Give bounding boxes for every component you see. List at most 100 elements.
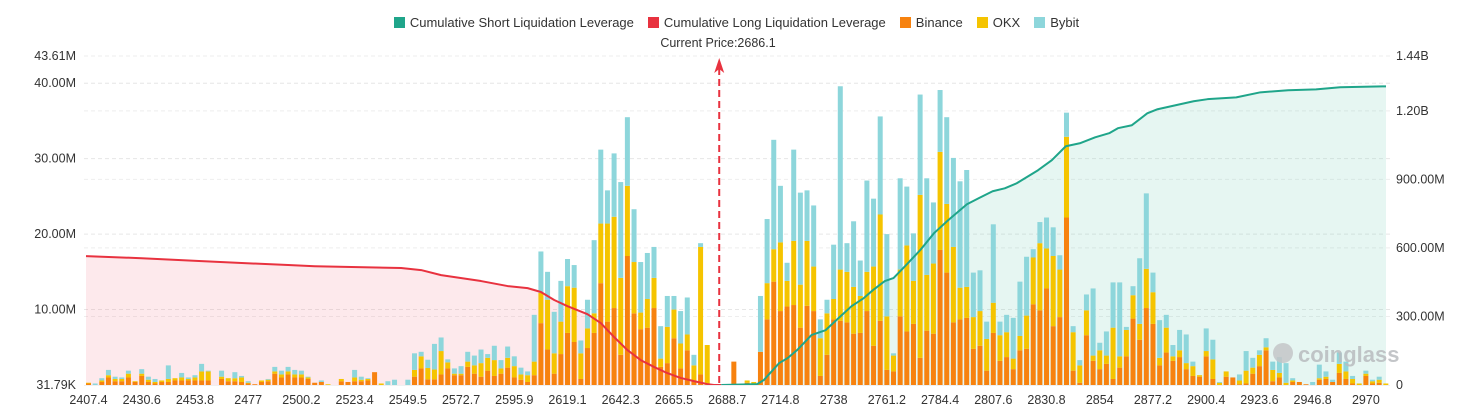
bar-okx [871, 266, 877, 346]
bar-binance [884, 369, 890, 385]
bar-okx [578, 353, 584, 379]
bar-bybit [871, 198, 877, 267]
bar-bybit [831, 244, 837, 299]
bar-okx [225, 378, 231, 382]
bar-bybit [1097, 342, 1103, 351]
bar-okx [1336, 363, 1342, 373]
bar-binance [1363, 375, 1369, 385]
bar-binance [1090, 360, 1096, 385]
legend-label: Cumulative Long Liquidation Leverage [663, 15, 886, 30]
y-right-tick-label: 900.00M [1396, 172, 1445, 186]
bar-okx [1183, 363, 1189, 370]
bar-binance [1117, 367, 1123, 385]
bar-okx [378, 383, 384, 385]
bar-bybit [1250, 357, 1256, 368]
bar-bybit [1203, 328, 1209, 352]
bar-bybit [352, 369, 358, 378]
bar-binance [125, 377, 131, 385]
bar-bybit [1004, 314, 1010, 333]
bar-stack [132, 381, 138, 385]
legend-item-long-cumulative[interactable]: Cumulative Long Liquidation Leverage [647, 15, 886, 30]
legend-item-short-cumulative[interactable]: Cumulative Short Liquidation Leverage [393, 15, 634, 30]
bar-stack [618, 182, 624, 385]
bar-binance [584, 348, 590, 385]
bar-okx [664, 326, 670, 364]
bar-binance [1230, 377, 1236, 385]
bar-stack [638, 262, 644, 385]
x-tick-label: 2595.9 [495, 393, 533, 407]
bar-binance [1097, 369, 1103, 385]
legend-item-okx[interactable]: OKX [976, 15, 1020, 30]
bar-binance [358, 381, 364, 385]
bar-binance [777, 311, 783, 385]
bar-okx [1157, 357, 1163, 366]
bar-stack [352, 369, 358, 385]
x-tick-label: 2970 [1352, 393, 1380, 407]
bar-bybit [298, 370, 304, 375]
bar-binance [1077, 382, 1083, 385]
bar-okx [132, 381, 138, 382]
bar-binance [1250, 373, 1256, 385]
bar-okx [112, 378, 118, 382]
bar-bybit [1077, 360, 1083, 366]
bar-okx [977, 311, 983, 346]
bar-stack [924, 178, 930, 385]
bar-bybit [525, 371, 531, 376]
bar-okx [458, 373, 464, 376]
bar-okx [1250, 367, 1256, 374]
x-tick-label: 2877.2 [1134, 393, 1172, 407]
x-tick-label: 2619.1 [548, 393, 586, 407]
legend-label: Bybit [1050, 15, 1080, 30]
bar-okx [565, 286, 571, 333]
bar-okx [185, 378, 191, 381]
bar-stack [179, 372, 185, 385]
bar-binance [558, 354, 564, 385]
bar-stack [438, 337, 444, 385]
y-right-tick-label: 300.00M [1396, 309, 1445, 323]
bar-binance [1170, 360, 1176, 385]
bar-okx [1190, 366, 1196, 376]
bar-okx [784, 280, 790, 307]
bar-bybit [1083, 294, 1089, 311]
bar-binance [910, 323, 916, 385]
bar-okx [797, 284, 803, 328]
bar-binance [797, 327, 803, 385]
bar-okx [425, 368, 431, 380]
bar-stack [857, 260, 863, 385]
bar-binance [438, 374, 444, 385]
bar-bybit [950, 157, 956, 247]
bar-binance [318, 381, 324, 385]
bar-stack [957, 181, 963, 385]
y-left-tick-label: 10.00M [34, 303, 76, 317]
bar-bybit [757, 295, 763, 352]
bar-binance [1057, 317, 1063, 385]
bar-okx [1270, 369, 1276, 382]
bar-stack [1063, 112, 1069, 385]
bar-binance [1157, 365, 1163, 385]
bar-binance [1083, 335, 1089, 385]
legend-label: Binance [915, 15, 963, 30]
bar-stack [1243, 351, 1249, 385]
legend-item-bybit[interactable]: Bybit [1034, 15, 1079, 30]
bar-stack [970, 272, 976, 385]
bar-bybit [365, 378, 371, 379]
bar-bybit [318, 380, 324, 382]
bar-binance [505, 367, 511, 385]
bar-binance [152, 383, 158, 385]
bar-bybit [152, 378, 158, 382]
legend-item-binance[interactable]: Binance [899, 15, 963, 30]
bar-okx [1197, 375, 1203, 377]
bar-stack [771, 139, 777, 385]
bar-stack [86, 382, 91, 385]
bar-bybit [1263, 338, 1269, 348]
bar-okx [1143, 268, 1149, 309]
bar-stack [239, 375, 245, 385]
watermark-text: coinglass [1298, 342, 1399, 367]
bar-okx [491, 360, 497, 376]
bar-stack [764, 219, 770, 385]
bar-bybit [1024, 256, 1030, 316]
bar-okx [159, 380, 165, 382]
bar-binance [1376, 382, 1382, 385]
bar-okx [1044, 248, 1050, 289]
bar-okx [937, 151, 943, 250]
